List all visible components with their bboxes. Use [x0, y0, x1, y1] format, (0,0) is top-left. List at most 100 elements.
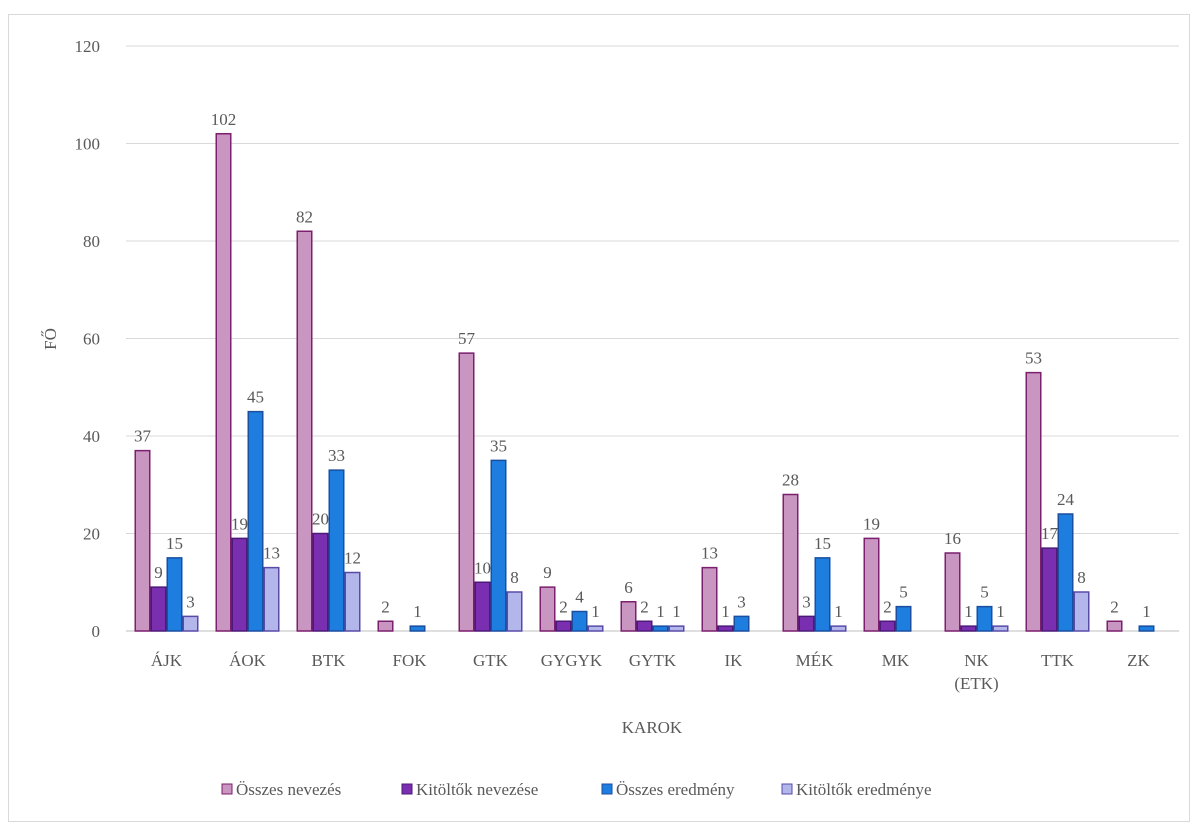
- bar: [151, 587, 166, 631]
- bar: [977, 607, 992, 631]
- legend-label: Összes nevezés: [236, 780, 341, 799]
- y-tick-label: 0: [92, 622, 101, 641]
- bar: [1139, 626, 1154, 631]
- data-label: 1: [834, 602, 843, 621]
- bar: [248, 412, 263, 631]
- data-label: 1: [656, 602, 665, 621]
- legend-item: Összes eredmény: [602, 780, 735, 799]
- data-label: 4: [575, 588, 584, 607]
- bar: [135, 451, 150, 631]
- y-tick-label: 80: [83, 232, 100, 251]
- data-label: 2: [883, 597, 892, 616]
- x-tick-label: IK: [725, 651, 744, 670]
- x-tick-label: (ETK): [954, 674, 998, 693]
- data-label: 57: [458, 329, 476, 348]
- y-axis-title: FŐ: [41, 328, 60, 350]
- bar: [993, 626, 1008, 631]
- data-label: 15: [166, 534, 183, 553]
- data-label: 9: [154, 563, 163, 582]
- data-label: 16: [944, 529, 961, 548]
- data-label: 1: [672, 602, 681, 621]
- data-label: 5: [980, 583, 989, 602]
- y-tick-label: 60: [83, 330, 100, 349]
- x-tick-label: TTK: [1041, 651, 1075, 670]
- data-label: 6: [624, 578, 633, 597]
- bar: [572, 612, 587, 632]
- data-label: 17: [1041, 524, 1059, 543]
- data-label: 19: [231, 514, 248, 533]
- data-label: 24: [1057, 490, 1075, 509]
- x-tick-label: MÉK: [796, 651, 835, 670]
- y-tick-label: 40: [83, 427, 100, 446]
- y-tick-label: 120: [75, 37, 101, 56]
- x-tick-label: GTK: [473, 651, 509, 670]
- bar: [475, 582, 490, 631]
- bar: [718, 626, 733, 631]
- data-label: 1: [413, 602, 422, 621]
- y-tick-label: 100: [75, 135, 101, 154]
- legend-label: Kitöltők eredménye: [796, 780, 932, 799]
- legend-swatch: [222, 784, 232, 794]
- bar: [669, 626, 684, 631]
- data-label: 33: [328, 446, 345, 465]
- bar: [896, 607, 911, 631]
- data-label: 37: [134, 427, 152, 446]
- legend: Összes nevezés Kitöltők nevezése Összes er…: [222, 780, 932, 799]
- bar: [313, 534, 328, 632]
- data-label: 2: [381, 597, 390, 616]
- bar: [734, 616, 749, 631]
- data-label: 15: [814, 534, 831, 553]
- x-tick-label: NK: [964, 651, 989, 670]
- bar: [621, 602, 636, 631]
- legend-swatch: [602, 784, 612, 794]
- data-label: 53: [1025, 349, 1042, 368]
- legend-swatch: [782, 784, 792, 794]
- bar: [880, 621, 895, 631]
- data-label: 1: [1142, 602, 1151, 621]
- x-tick-label: GYTK: [629, 651, 677, 670]
- data-label: 3: [737, 592, 746, 611]
- bar: [297, 231, 312, 631]
- chart-frame: 0 20 40 60 80 100 120 37 9 15 3 102 19 45 13 82 20 33 12 2…: [8, 14, 1190, 822]
- data-label: 5: [899, 583, 908, 602]
- x-tick-label: GYGYK: [541, 651, 603, 670]
- data-label: 1: [591, 602, 600, 621]
- data-label: 2: [559, 597, 568, 616]
- bar: [410, 626, 425, 631]
- bar: [345, 573, 360, 632]
- x-tick-label: ÁOK: [229, 651, 267, 670]
- bar: [264, 568, 279, 631]
- bar: [183, 616, 198, 631]
- bar: [167, 558, 182, 631]
- data-label: 28: [782, 471, 799, 490]
- data-label: 1: [996, 602, 1005, 621]
- data-label: 10: [474, 558, 491, 577]
- bar: [459, 353, 474, 631]
- legend-swatch: [402, 784, 412, 794]
- x-tick-label: ÁJK: [151, 651, 183, 670]
- data-label: 82: [296, 207, 313, 226]
- data-label: 9: [543, 563, 552, 582]
- bar: [799, 616, 814, 631]
- bar: [961, 626, 976, 631]
- bar: [1026, 373, 1041, 631]
- bar: [783, 495, 798, 632]
- bar: [831, 626, 846, 631]
- bar: [702, 568, 717, 631]
- legend-item: Összes nevezés: [222, 780, 341, 799]
- bar: [540, 587, 555, 631]
- bar: [864, 538, 879, 631]
- data-label: 2: [640, 597, 649, 616]
- data-label: 20: [312, 510, 329, 529]
- bar: [1042, 548, 1057, 631]
- x-tick-labels: ÁJK ÁOK BTK FOK GTK GYGYK GYTK IK MÉK MK NK (ETK) TT…: [151, 651, 1151, 693]
- data-label: 35: [490, 436, 507, 455]
- x-tick-label: BTK: [312, 651, 347, 670]
- data-label: 3: [186, 592, 195, 611]
- bar: [945, 553, 960, 631]
- legend-label: Összes eredmény: [616, 780, 735, 799]
- data-label: 1: [964, 602, 973, 621]
- data-label: 8: [510, 568, 519, 587]
- data-label: 8: [1077, 568, 1086, 587]
- data-label: 13: [263, 544, 280, 563]
